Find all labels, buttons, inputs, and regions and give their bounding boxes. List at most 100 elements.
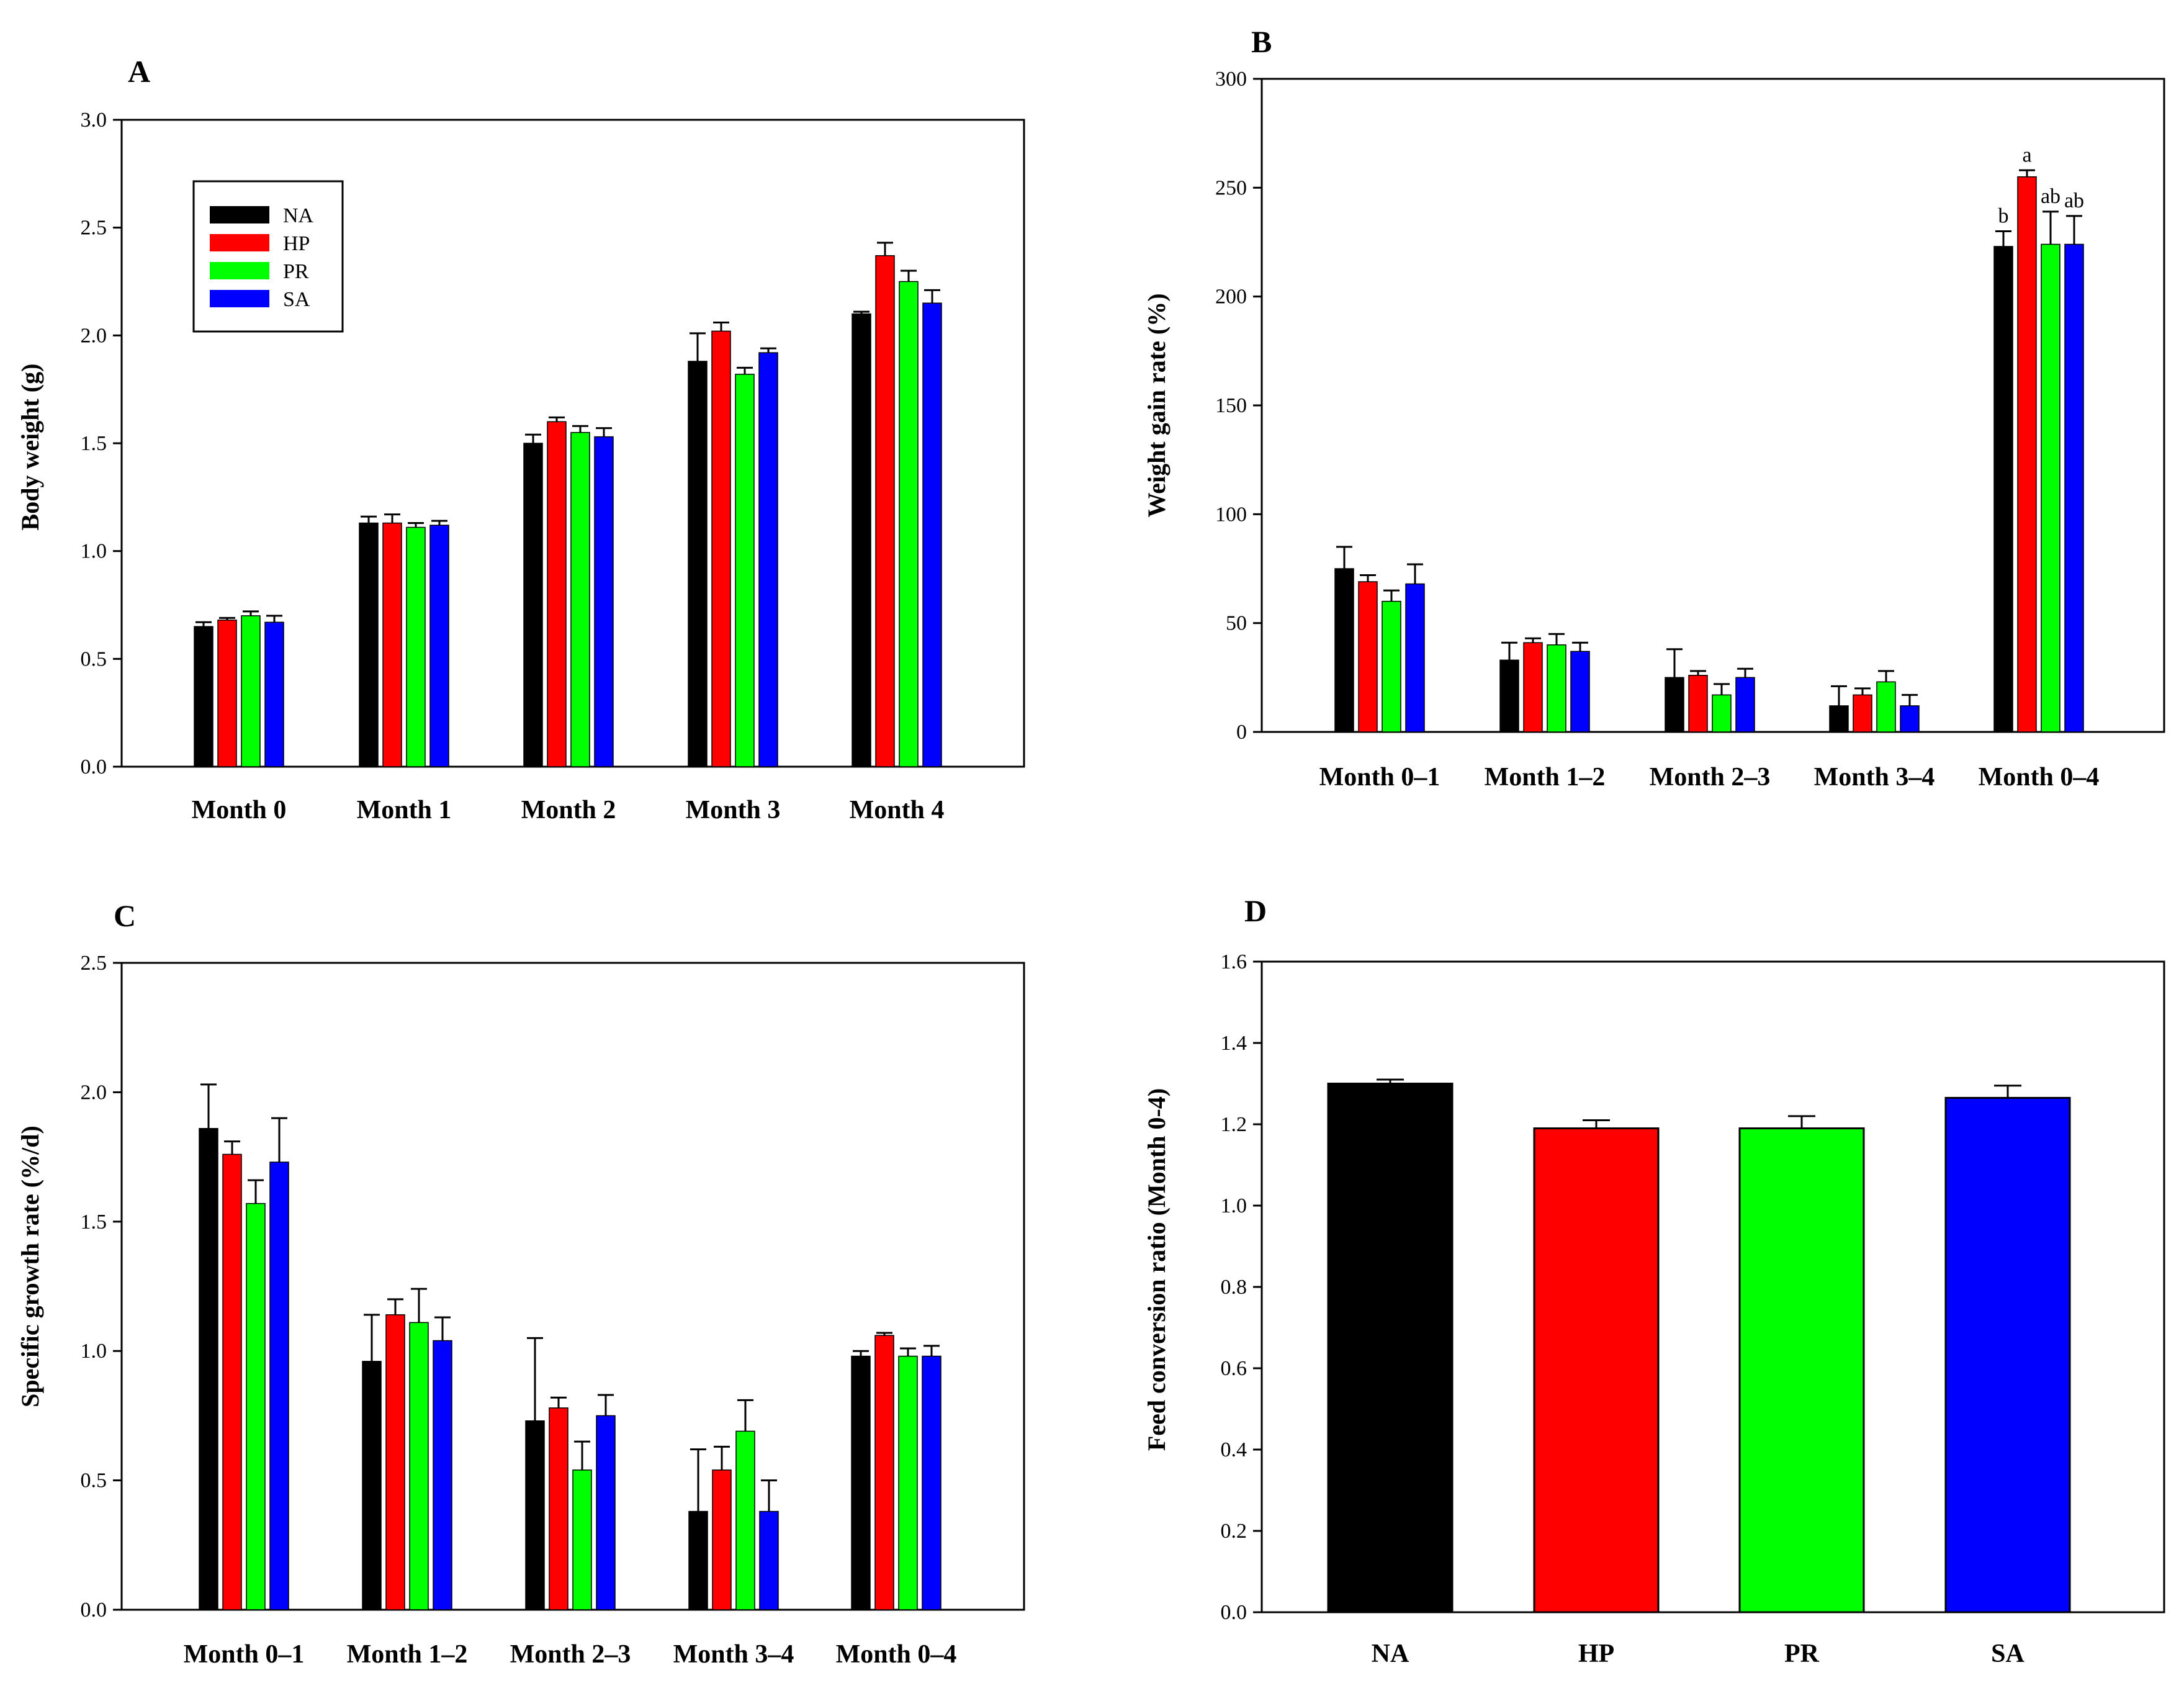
panel-c-error-bar — [411, 1288, 427, 1323]
panel-b-y-tick-label: 200 — [1215, 286, 1247, 309]
panel-d-bar-sa-sa — [1944, 1096, 2071, 1613]
panel-b-error-bar — [2019, 169, 2035, 177]
panel-a-error-bar — [901, 269, 917, 282]
panel-a-bar-hp-month-2 — [547, 421, 567, 767]
panel-b-y-tick-label: 300 — [1215, 68, 1247, 91]
panel-c-y-tick-label: 0.0 — [81, 1599, 107, 1622]
panel-d-y-axis-title: Feed conversion ratio (Month 0-4) — [1143, 1088, 1171, 1451]
panel-b-bar-hp-month-0-1 — [1358, 581, 1378, 733]
panel-a-bar-sa-month-3 — [758, 352, 778, 767]
panel-c-x-tick-label: Month 1–2 — [347, 1640, 468, 1669]
panel-a-error-bar — [219, 616, 235, 620]
panel-b-bar-hp-month-0-4 — [2017, 176, 2037, 733]
legend-label-hp: HP — [283, 232, 310, 255]
panel-c-bar-pr-month-2-3 — [572, 1469, 592, 1610]
panel-c-bar-pr-month-0-4 — [898, 1355, 918, 1610]
panel-a-bar-na-month-2 — [523, 443, 543, 767]
panel-a-x-tick-label: Month 2 — [521, 796, 616, 824]
panel-c-error-bar — [876, 1332, 892, 1336]
panel-c-error-bar — [853, 1350, 869, 1356]
legend-label-na: NA — [283, 204, 314, 227]
panel-d-y-tick-label: 0.0 — [1221, 1601, 1247, 1624]
panel-c-error-bar — [271, 1117, 287, 1162]
panel-c-error-bar — [527, 1337, 543, 1421]
panel-b-bar-pr-month-0-1 — [1382, 600, 1401, 733]
panel-c-y-tick-label: 0.5 — [81, 1469, 107, 1492]
panel-c-y-tick-label: 2.5 — [81, 952, 107, 975]
panel-b-bar-na-month-1-2 — [1499, 659, 1519, 733]
panel-c-error-bar — [574, 1440, 590, 1470]
panel-a-bar-pr-month-0 — [241, 615, 261, 767]
panel-a-error-bar — [713, 321, 729, 332]
panel-a-y-tick-label: 1.5 — [81, 432, 107, 455]
panel-b-x-tick-label: Month 0–1 — [1319, 763, 1440, 792]
panel-c-letter: C — [114, 898, 136, 933]
panel-d: D Feed conversion ratio (Month 0-4) 0.00… — [1143, 893, 2165, 1668]
panel-d-bar-pr-pr — [1738, 1127, 1865, 1613]
panel-a-bar-na-month-1 — [359, 522, 379, 767]
panel-d-x-tick-label: HP — [1578, 1640, 1614, 1668]
panel-c-bar-sa-month-2-3 — [596, 1415, 616, 1610]
panel-c-x-tick-label: Month 3–4 — [673, 1640, 794, 1669]
panel-b-y-ticks: 0 50 100 150 200 250 300 — [1215, 68, 1262, 744]
panel-c-y-tick-label: 1.5 — [81, 1211, 107, 1234]
panel-d-y-tick-label: 0.2 — [1221, 1520, 1247, 1543]
panel-a-y-tick-label: 0.5 — [81, 647, 107, 670]
panel-c-error-bar — [200, 1083, 217, 1129]
panel-b-y-tick-label: 150 — [1215, 394, 1247, 417]
panel-d-bar-na-na — [1327, 1083, 1454, 1613]
panel-c-error-bar — [248, 1179, 264, 1204]
legend-label-pr: PR — [283, 260, 309, 283]
panel-b-error-bar — [1995, 230, 2011, 247]
panel-b-error-bar — [1383, 589, 1400, 602]
panel-b-error-bar — [1714, 683, 1730, 695]
panel-c-error-bar — [598, 1394, 614, 1416]
panel-b-error-bar — [1854, 687, 1871, 695]
panel-a-error-bar — [408, 522, 424, 528]
panel-a-bar-na-month-4 — [852, 313, 871, 767]
panel-c-bars — [199, 1083, 941, 1610]
panel-a-y-ticks: 0.0 0.5 1.0 1.5 2.0 2.5 3.0 — [81, 109, 122, 778]
panel-a-error-bar — [924, 289, 940, 304]
panel-a-x-tick-label: Month 1 — [357, 796, 452, 824]
panel-c-bar-hp-month-1-2 — [385, 1314, 405, 1610]
panel-c-error-bar — [900, 1347, 916, 1356]
panel-d-error-bar — [1583, 1119, 1610, 1129]
panel-d-x-tick-label: NA — [1372, 1640, 1409, 1668]
panel-b-significance-letter: a — [2022, 143, 2031, 166]
panel-a-error-bar — [549, 416, 565, 422]
panel-a-bar-na-month-3 — [688, 361, 708, 767]
panel-c-error-bar — [923, 1345, 940, 1356]
panel-c-error-bar — [761, 1479, 777, 1512]
panel-a-bar-hp-month-3 — [711, 330, 731, 767]
panel-b: B Weight gain rate (%) 0 50 100 150 200 250 30… — [1143, 24, 2165, 792]
panel-a-error-bar — [737, 366, 753, 374]
legend-swatch-pr — [210, 262, 269, 279]
panel-a-y-axis-title: Body weight (g) — [16, 364, 44, 531]
panel-c-y-axis-title: Specific growth rate (%/d) — [16, 1126, 44, 1407]
panel-a-bar-sa-month-1 — [429, 525, 449, 767]
panel-b-bar-hp-month-3-4 — [1853, 694, 1872, 733]
legend-swatch-sa — [210, 290, 269, 307]
panel-a-error-bar — [384, 513, 400, 523]
panel-a-bar-hp-month-1 — [382, 522, 402, 767]
legend-swatch-na — [210, 206, 269, 223]
panel-a-error-bar — [525, 433, 541, 443]
panel-a-error-bar — [195, 621, 212, 627]
legend-label-sa: SA — [283, 288, 310, 311]
panel-b-error-bar — [1572, 641, 1588, 652]
panel-b-x-tick-label: Month 3–4 — [1814, 763, 1935, 792]
panel-c-x-tick-label: Month 0–1 — [184, 1640, 305, 1669]
panel-d-y-tick-label: 0.6 — [1221, 1357, 1247, 1380]
panel-a: A Body weight (g) 0.00.51.01.52.02.53.0 … — [16, 54, 1025, 824]
panel-b-x-tick-label: Month 0–4 — [1979, 763, 2100, 792]
panel-b-error-bar — [2042, 210, 2059, 245]
panel-a-letter: A — [128, 54, 150, 89]
panel-b-significance-letter: ab — [2064, 189, 2084, 212]
panel-b-bars — [1334, 169, 2084, 733]
panel-b-y-axis-title: Weight gain rate (%) — [1143, 293, 1171, 517]
panel-c-bar-sa-month-1-2 — [433, 1340, 452, 1610]
panel-d-error-bar — [1377, 1078, 1404, 1084]
